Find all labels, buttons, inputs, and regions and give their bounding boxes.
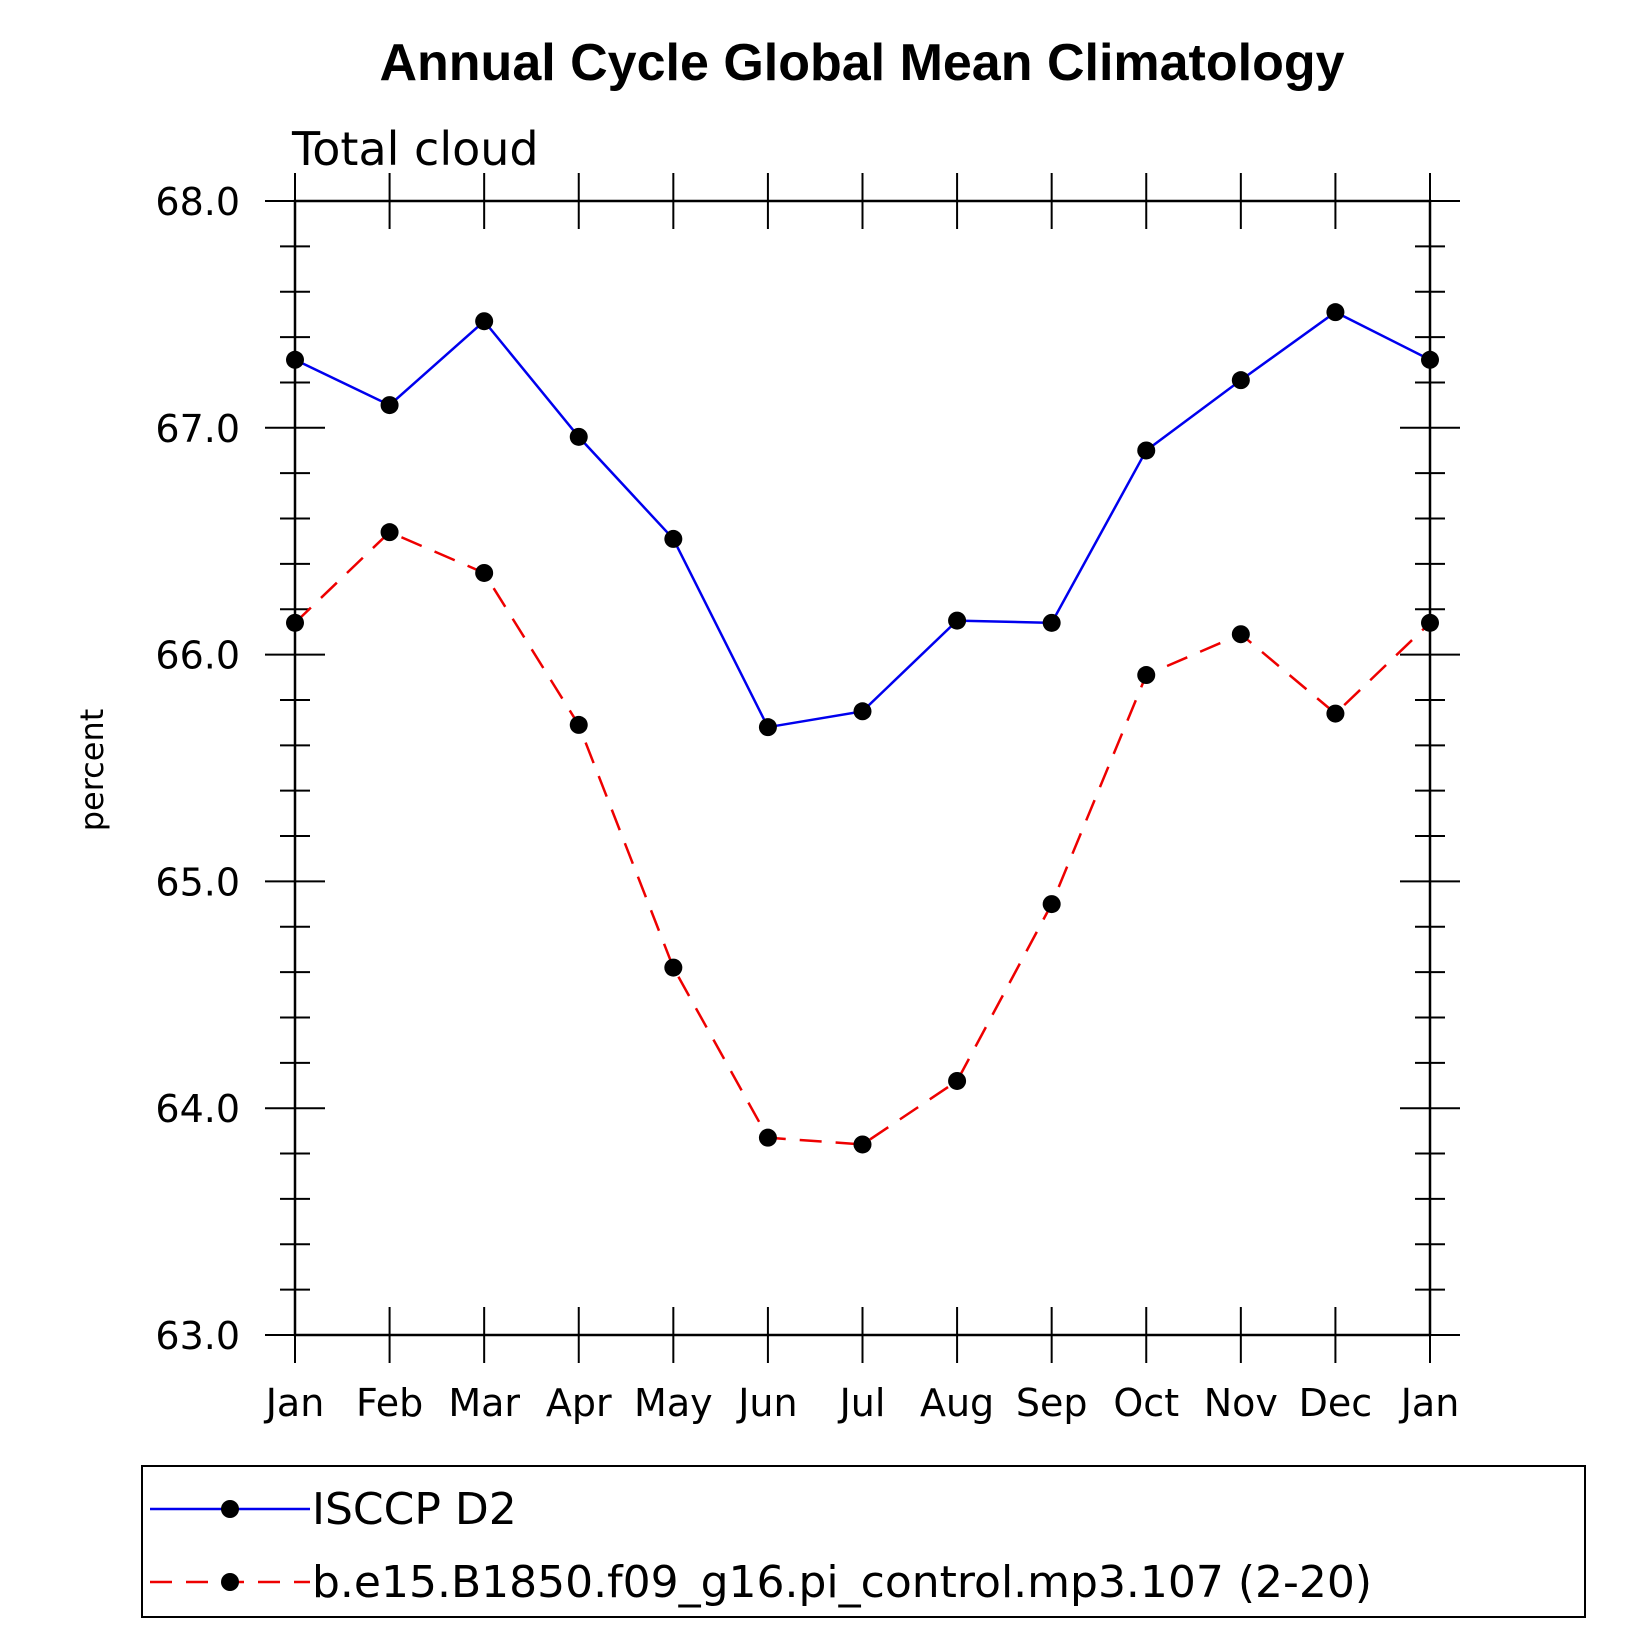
series-0-point (1326, 303, 1345, 322)
series-0-point (475, 312, 494, 331)
series-line-0 (294, 310, 1431, 729)
series-0-point (758, 718, 777, 737)
legend-label-isccp: ISCCP D2 (312, 1484, 517, 1535)
plot-frame (293, 199, 1432, 1337)
x-tick-label: Jul (838, 1381, 886, 1425)
x-tick-label: Aug (920, 1381, 994, 1425)
tick-marks (265, 173, 1460, 1363)
series-1-point (1231, 625, 1250, 644)
y-tick-label: 65.0 (155, 860, 240, 904)
series-1-point (286, 613, 304, 632)
series-0-point (948, 611, 967, 630)
series-0-point (286, 350, 304, 369)
legend-box (141, 1465, 1586, 1618)
x-tick-label: Jan (1399, 1381, 1460, 1425)
series-1-point (853, 1135, 872, 1154)
x-tick-label: Oct (1113, 1381, 1179, 1425)
series-0-point (1421, 350, 1439, 369)
x-tick-label: Jun (736, 1381, 797, 1425)
series-1-point (948, 1071, 967, 1090)
series-1-point (1421, 613, 1439, 632)
series-1-point (569, 715, 588, 734)
x-tick-label: May (634, 1381, 713, 1425)
series-0-point (1137, 441, 1156, 460)
y-tick-labels: 63.0 64.0 65.0 66.0 67.0 68.0 (155, 180, 240, 1358)
series-0-point (569, 427, 588, 446)
chart-title: Annual Cycle Global Mean Climatology (379, 34, 1344, 92)
y-tick-label: 63.0 (155, 1314, 240, 1358)
series-0-point (380, 396, 399, 415)
chart-subtitle: Total cloud (291, 122, 539, 176)
x-tick-label: Jan (264, 1381, 325, 1425)
series-1-point (1137, 666, 1156, 685)
series-0-point (853, 702, 872, 721)
series-points (286, 303, 1439, 1154)
x-tick-label: Mar (448, 1381, 520, 1425)
series-line-1 (294, 530, 1431, 1146)
series-1-point (1326, 704, 1345, 723)
legend: ISCCP D2 b.e15.B1850.f09_g16.pi_control.… (141, 1465, 1586, 1618)
y-tick-label: 68.0 (155, 180, 240, 224)
legend-marker-model (221, 1573, 239, 1591)
series-1-point (475, 563, 494, 582)
legend-label-model: b.e15.B1850.f09_g16.pi_control.mp3.107 (… (312, 1557, 1372, 1608)
y-tick-label: 66.0 (155, 634, 240, 678)
legend-marker-isccp (221, 1500, 239, 1518)
x-tick-label: Feb (356, 1381, 423, 1425)
x-tick-label: Apr (546, 1381, 612, 1425)
series-1-point (380, 523, 399, 542)
series-1-point (1042, 895, 1061, 914)
x-tick-label: Dec (1299, 1381, 1373, 1425)
x-tick-label: Sep (1016, 1381, 1088, 1425)
axes (293, 199, 1432, 1337)
series-1-point (664, 958, 683, 977)
series-lines (294, 310, 1431, 1146)
series-0-point (1042, 613, 1061, 632)
x-tick-label: Nov (1204, 1381, 1278, 1425)
y-tick-label: 67.0 (155, 407, 240, 451)
x-tick-labels: Jan Feb Mar Apr May Jun Jul Aug Sep Oct Nov Dec Jan (264, 1381, 1460, 1425)
y-axis-label: percent (73, 709, 111, 832)
series-1-point (758, 1128, 777, 1147)
y-tick-label: 64.0 (155, 1087, 240, 1131)
series-0-point (1231, 371, 1250, 390)
series-0-point (664, 529, 683, 548)
